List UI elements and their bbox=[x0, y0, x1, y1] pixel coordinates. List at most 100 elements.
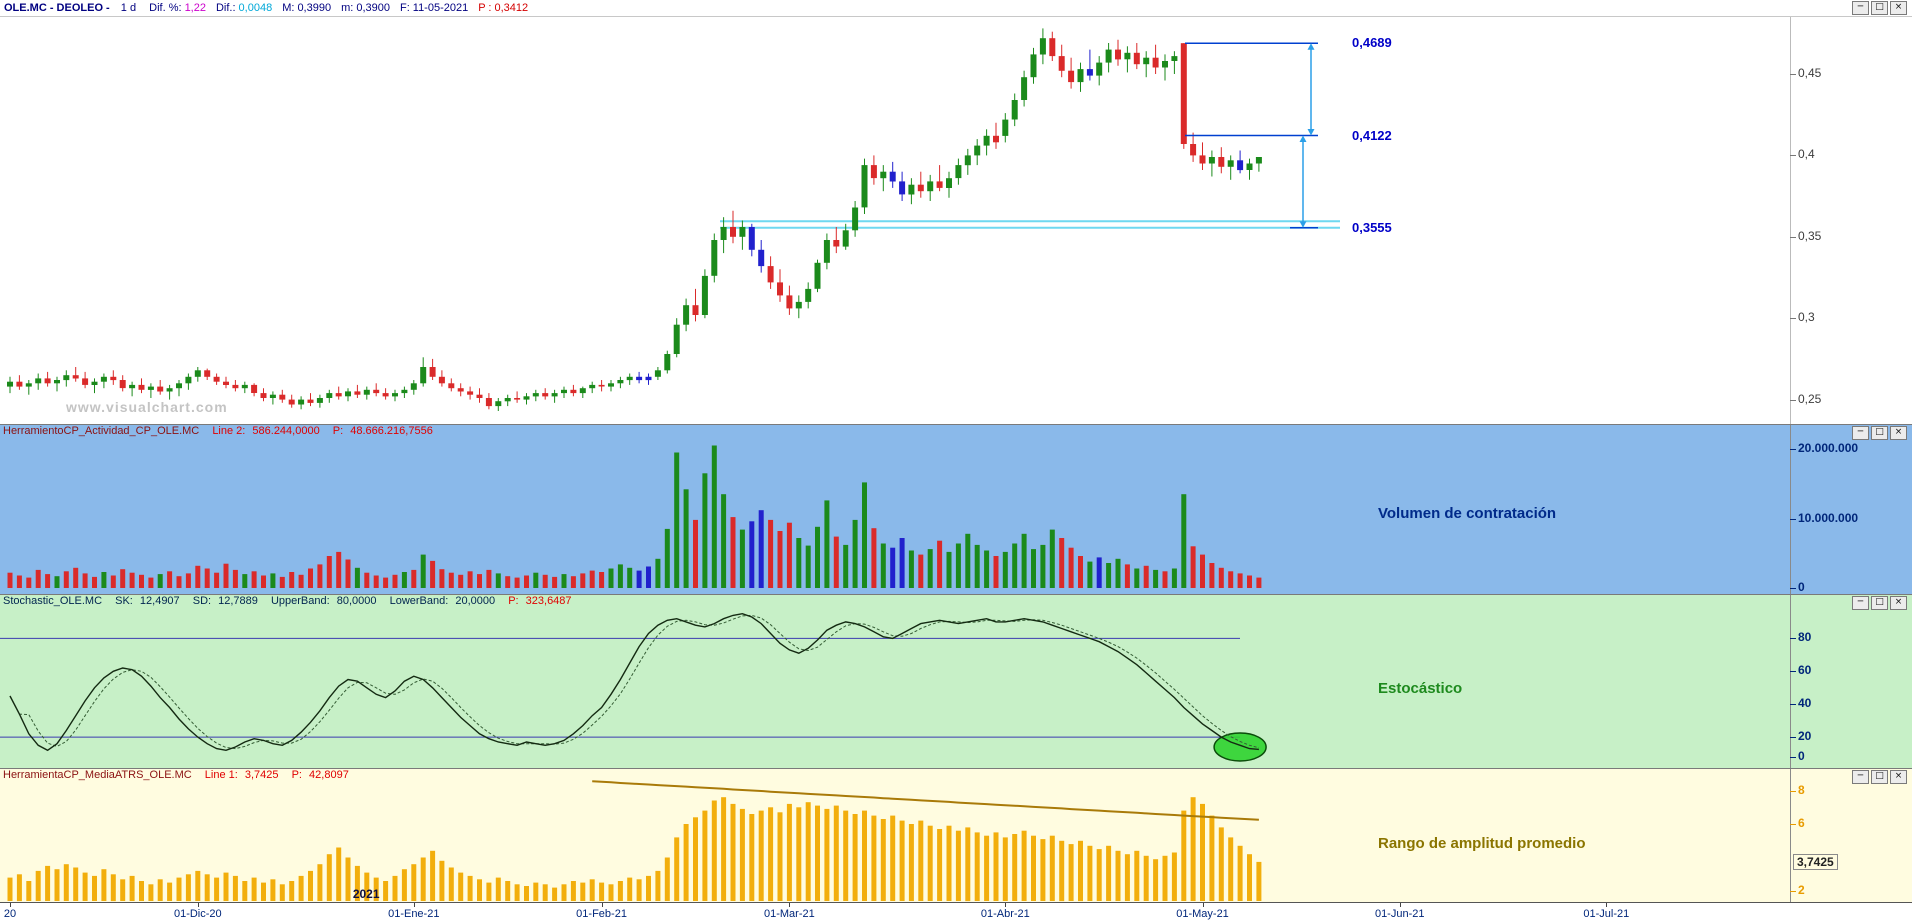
price-level-label-high: 0,4689 bbox=[1352, 35, 1392, 51]
window-controls: ─ □ × bbox=[1852, 770, 1907, 784]
x-axis-label: 01-Jul-21 bbox=[1583, 908, 1630, 920]
atr-chart[interactable] bbox=[0, 769, 1790, 902]
indicator-p-value: 48.666.216,7556 bbox=[350, 425, 433, 437]
indicator-name: Stochastic_OLE.MC bbox=[3, 595, 103, 607]
y-tick-mark bbox=[1790, 588, 1796, 589]
y-tick-mark bbox=[1790, 757, 1796, 758]
atr-panel: HerramientaCP_MediaATRS_OLE.MC Line 1: 3… bbox=[0, 768, 1912, 902]
y-tick-label: 0 bbox=[1798, 580, 1805, 594]
lowerband-value: 20,0000 bbox=[455, 595, 496, 607]
y-tick-mark bbox=[1790, 73, 1796, 75]
minimize-button[interactable]: ─ bbox=[1852, 426, 1869, 440]
maximize-button[interactable]: □ bbox=[1871, 770, 1888, 784]
close-button[interactable]: × bbox=[1890, 426, 1907, 440]
atr-value-marker: 3,7425 bbox=[1793, 853, 1838, 870]
x-tick-mark bbox=[601, 903, 603, 907]
volume-header: HerramientoCP_Actividad_CP_OLE.MC Line 2… bbox=[0, 425, 437, 438]
indicator-line1-value: 3,7425 bbox=[244, 769, 279, 781]
price-level-label-support: 0,3555 bbox=[1352, 219, 1392, 235]
atr-header: HerramientaCP_MediaATRS_OLE.MC Line 1: 3… bbox=[0, 769, 353, 782]
indicator-p-label: P: bbox=[332, 425, 344, 437]
y-tick-mark bbox=[1790, 518, 1796, 520]
volume-panel-label: Volumen de contratación bbox=[1378, 505, 1557, 522]
volume-bars-group bbox=[7, 445, 1262, 588]
symbol-title: OLE.MC - DEOLEO - bbox=[4, 2, 110, 14]
level-lines bbox=[1185, 42, 1318, 229]
y-tick-label: 20 bbox=[1798, 729, 1812, 744]
y-tick-mark bbox=[1790, 704, 1796, 706]
y-tick-mark bbox=[1790, 638, 1796, 640]
y-tick-label: 0,25 bbox=[1798, 391, 1822, 406]
maximize-button[interactable]: □ bbox=[1871, 426, 1888, 440]
upperband-value: 80,0000 bbox=[336, 595, 377, 607]
maximize-button[interactable]: □ bbox=[1871, 1, 1888, 15]
x-tick-mark bbox=[1399, 903, 1401, 907]
candlestick-chart[interactable] bbox=[0, 17, 1790, 424]
y-tick-mark bbox=[1790, 790, 1796, 792]
stochastic-header: Stochastic_OLE.MC SK: 12,4907 SD: 12,788… bbox=[0, 595, 576, 608]
y-tick-mark bbox=[1790, 318, 1796, 320]
stochastic-bands bbox=[0, 637, 1240, 738]
sd-line bbox=[9, 614, 1260, 750]
header-field-value: 1,22 bbox=[184, 2, 206, 14]
y-tick-label: 40 bbox=[1798, 696, 1812, 711]
volume-y-axis-line bbox=[1790, 425, 1791, 594]
header-field-value: 11-05-2021 bbox=[412, 2, 469, 14]
timeframe-label: 1 d bbox=[120, 2, 137, 14]
close-button[interactable]: × bbox=[1890, 1, 1907, 15]
y-tick-label: 0,3 bbox=[1798, 310, 1815, 325]
close-button[interactable]: × bbox=[1890, 770, 1907, 784]
maximize-button[interactable]: □ bbox=[1871, 596, 1888, 610]
support-lines bbox=[720, 220, 1340, 229]
sk-label: SK: bbox=[115, 595, 133, 607]
y-tick-mark bbox=[1790, 737, 1796, 739]
watermark: www.visualchart.com bbox=[66, 399, 228, 415]
header-fields: Dif. %: 1,22 Dif.: 0,0048 M: 0,3990 m: 0,3900 F:… bbox=[139, 2, 528, 14]
x-tick-mark bbox=[1202, 903, 1204, 907]
header-field-label: M: bbox=[282, 2, 295, 14]
indicator-line2-label: Line 2: bbox=[212, 425, 246, 437]
x-axis-label: 01-Ene-21 bbox=[388, 908, 440, 920]
x-axis-label: 01-Mar-21 bbox=[763, 908, 815, 920]
header-field-label: F: bbox=[399, 2, 410, 14]
indicator-name: HerramientaCP_MediaATRS_OLE.MC bbox=[3, 769, 192, 781]
x-axis-label: 01-May-21 bbox=[1176, 908, 1229, 920]
window-controls: ─ □ × bbox=[1852, 596, 1907, 610]
x-tick-mark bbox=[789, 903, 791, 907]
y-tick-label: 0,35 bbox=[1798, 228, 1822, 243]
header-field-value: 0,3990 bbox=[297, 2, 332, 14]
price-panel: www.visualchart.com 0,4689 0,4122 0,3555… bbox=[0, 17, 1912, 424]
indicator-p-label: P: bbox=[508, 595, 519, 607]
y-tick-mark bbox=[1790, 155, 1796, 157]
x-axis-label: 01-Dic-20 bbox=[173, 908, 222, 920]
window-controls: ─ □ × bbox=[1852, 1, 1907, 15]
stochastic-chart[interactable] bbox=[0, 595, 1790, 768]
sk-value: 12,4907 bbox=[139, 595, 180, 607]
sd-value: 12,7889 bbox=[218, 595, 258, 607]
stochastic-panel-label: Estocástico bbox=[1378, 680, 1463, 697]
minimize-button[interactable]: ─ bbox=[1852, 1, 1869, 15]
price-y-axis-line bbox=[1790, 17, 1791, 424]
minimize-button[interactable]: ─ bbox=[1852, 770, 1869, 784]
measure-arrow bbox=[1299, 135, 1307, 228]
y-tick-label: 8 bbox=[1798, 782, 1805, 797]
lowerband-label: LowerBand: bbox=[389, 595, 449, 607]
y-tick-mark bbox=[1790, 671, 1796, 673]
x-axis: 20 01-Dic-20 01-Ene-21 01-Feb-21 01-Mar-21 01… bbox=[0, 902, 1912, 922]
minimize-button[interactable]: ─ bbox=[1852, 596, 1869, 610]
x-axis-label: 01-Abr-21 bbox=[980, 908, 1030, 920]
chart-header-bar: OLE.MC - DEOLEO - 1 d Dif. %: 1,22 Dif.: 0,… bbox=[0, 0, 1912, 17]
volume-chart[interactable] bbox=[0, 425, 1790, 594]
volume-panel: HerramientoCP_Actividad_CP_OLE.MC Line 2… bbox=[0, 424, 1912, 594]
y-tick-label: 2 bbox=[1798, 883, 1805, 897]
x-tick-mark bbox=[413, 903, 415, 907]
candles-group bbox=[7, 28, 1262, 411]
y-tick-label: 0 bbox=[1798, 749, 1805, 763]
y-tick-mark bbox=[1790, 399, 1796, 401]
y-tick-label: 0,45 bbox=[1798, 65, 1822, 80]
y-tick-label: 6 bbox=[1798, 816, 1805, 830]
header-field-value: 0,3900 bbox=[356, 2, 390, 14]
close-button[interactable]: × bbox=[1890, 596, 1907, 610]
y-tick-mark bbox=[1790, 891, 1796, 892]
